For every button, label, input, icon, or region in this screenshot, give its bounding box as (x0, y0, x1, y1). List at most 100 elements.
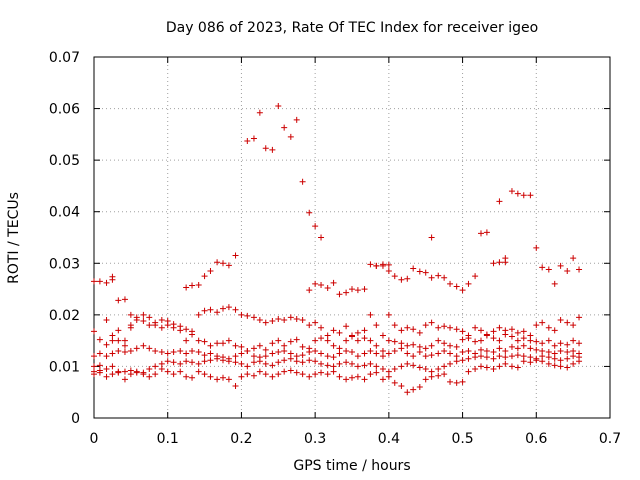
data-point (349, 333, 355, 340)
data-point (103, 366, 110, 373)
data-point (564, 364, 571, 371)
data-point (410, 265, 417, 272)
data-point (385, 261, 392, 268)
data-point (225, 337, 232, 344)
data-point (232, 306, 239, 313)
y-tick-label: 0.02 (49, 308, 80, 324)
data-point (306, 373, 313, 380)
data-point (385, 350, 392, 357)
data-point (416, 329, 423, 336)
data-point (207, 350, 214, 357)
data-point (416, 343, 423, 350)
data-point (453, 283, 460, 290)
data-point (214, 340, 221, 347)
data-point (545, 348, 552, 355)
data-point (385, 268, 392, 275)
data-point (96, 336, 103, 343)
data-point (287, 338, 294, 345)
data-point (281, 124, 288, 131)
data-point (404, 342, 411, 349)
data-point (343, 323, 350, 330)
grid-lines (94, 57, 610, 418)
y-axis-label: ROTI / TECUs (6, 192, 22, 284)
data-point (514, 329, 521, 336)
data-point (379, 366, 386, 373)
data-point (262, 371, 269, 378)
data-point (232, 383, 239, 390)
data-point (287, 355, 294, 362)
data-point (299, 178, 306, 185)
y-tick-label: 0.04 (49, 205, 80, 221)
data-point (490, 335, 497, 342)
data-point (478, 230, 484, 237)
data-point (564, 341, 571, 348)
data-point (324, 332, 331, 339)
data-point (275, 371, 282, 378)
y-tick-label: 0.07 (49, 50, 80, 66)
data-point (324, 337, 331, 344)
data-point (238, 311, 245, 318)
data-point (201, 371, 208, 378)
data-point (349, 374, 355, 381)
data-point (527, 337, 534, 344)
data-point (146, 322, 153, 329)
data-point (312, 280, 319, 287)
data-point (441, 363, 448, 370)
data-point (490, 348, 497, 355)
data-point (299, 317, 306, 324)
data-point (121, 342, 128, 349)
data-point (109, 332, 116, 339)
data-point (275, 348, 282, 355)
data-point (127, 371, 134, 378)
data-point (459, 357, 466, 364)
data-point (287, 314, 294, 321)
data-point (214, 355, 221, 362)
data-point (250, 353, 257, 360)
data-point (508, 188, 515, 195)
data-point (121, 368, 128, 375)
data-point (545, 324, 552, 331)
data-point (545, 360, 552, 367)
data-point (551, 327, 558, 334)
data-point (447, 280, 454, 287)
data-point (238, 350, 245, 357)
data-point (324, 362, 331, 369)
data-point (127, 347, 134, 354)
data-point (287, 350, 294, 357)
data-point (201, 338, 208, 345)
data-point (551, 342, 558, 349)
data-point (404, 389, 411, 396)
data-point (91, 328, 97, 335)
data-point (299, 343, 306, 350)
data-point (201, 273, 208, 280)
data-point (293, 369, 300, 376)
data-point (447, 342, 454, 349)
data-point (576, 340, 583, 347)
data-point (391, 379, 398, 386)
data-point (373, 350, 380, 357)
data-point (269, 373, 276, 380)
data-point (533, 346, 540, 353)
data-point (262, 145, 269, 152)
data-point (103, 317, 110, 324)
data-point (514, 352, 521, 359)
data-point (306, 348, 313, 355)
data-point (225, 304, 232, 311)
data-point (428, 352, 435, 359)
data-point (115, 368, 122, 375)
data-point (140, 369, 147, 376)
data-point (281, 357, 288, 364)
data-point (281, 368, 288, 375)
data-point (483, 354, 490, 361)
data-point (545, 354, 552, 361)
data-point (250, 135, 257, 142)
data-point (557, 262, 564, 269)
data-point (354, 373, 361, 380)
data-point (133, 368, 140, 375)
data-point (453, 353, 460, 360)
data-point (312, 371, 319, 378)
data-point (183, 373, 190, 380)
data-point (447, 378, 454, 385)
data-point (330, 354, 337, 361)
data-point (343, 376, 350, 383)
